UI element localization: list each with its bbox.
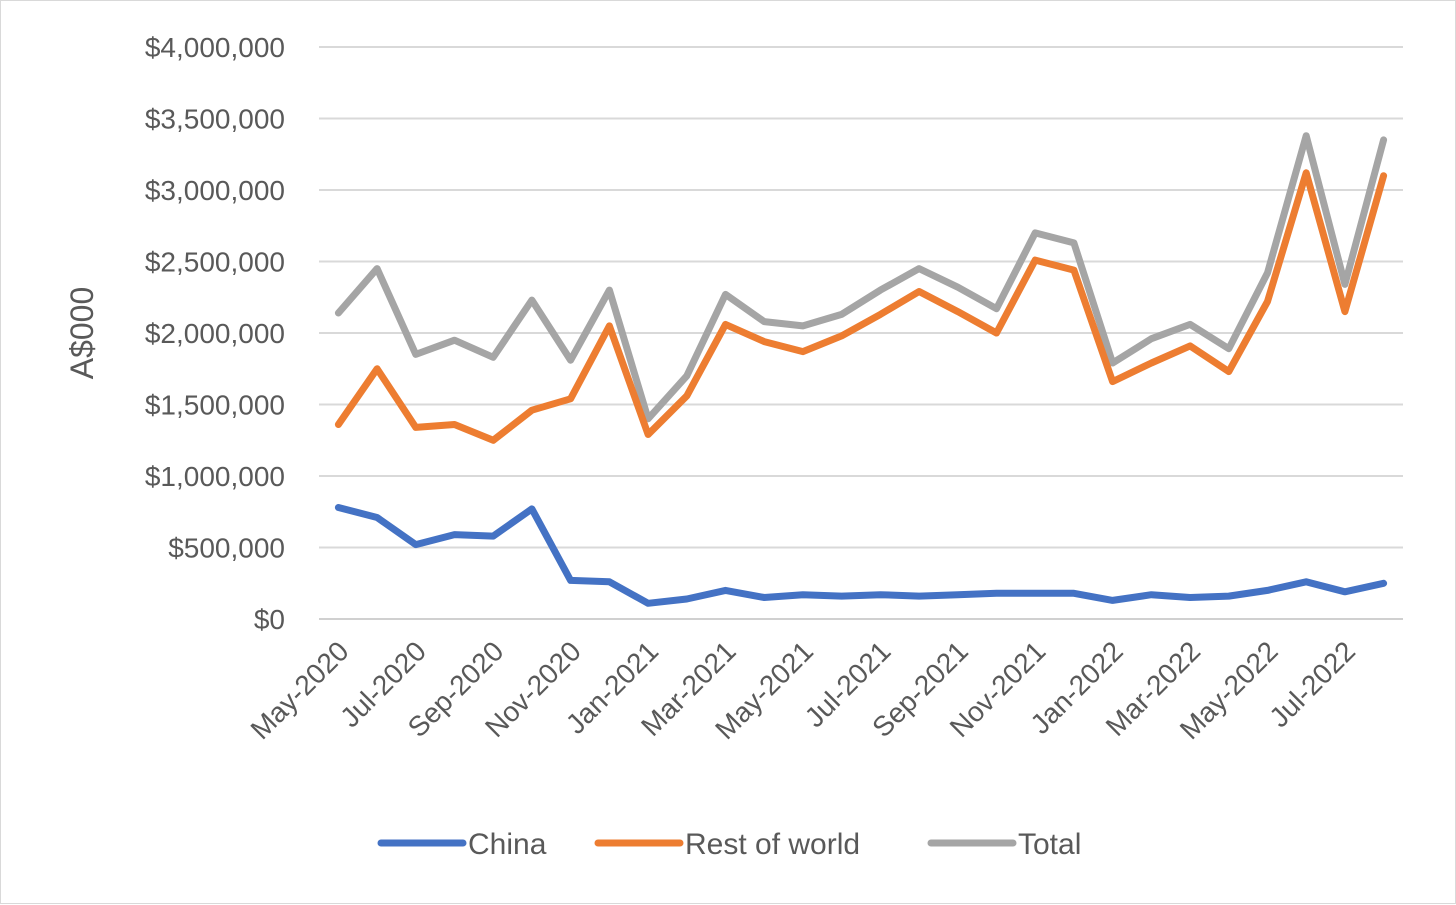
y-tick-label: $2,500,000 [145, 247, 285, 278]
series-line-rest-of-world [334, 169, 1388, 444]
x-axis-tick-labels: May-2020Jul-2020Sep-2020Nov-2020Jan-2021… [245, 635, 1362, 745]
y-tick-label: $4,000,000 [145, 32, 285, 63]
legend-label-rest-of-world: Rest of world [685, 828, 860, 861]
y-tick-label: $2,000,000 [145, 318, 285, 349]
y-tick-label: $3,000,000 [145, 175, 285, 206]
legend-label-china: China [468, 828, 547, 861]
legend: China Rest of world Total [377, 828, 1081, 861]
x-tick-label: Jul-2022 [1263, 635, 1361, 733]
y-axis-title: A$000 [64, 287, 100, 380]
y-tick-label: $3,500,000 [145, 104, 285, 135]
y-tick-label: $500,000 [168, 533, 285, 564]
series-lines [334, 132, 1388, 607]
series-line-china [334, 504, 1388, 607]
series-line-total [334, 132, 1388, 423]
gridlines [319, 46, 1403, 620]
y-tick-label: $0 [254, 604, 285, 635]
y-axis-tick-labels: $0 $500,000 $1,000,000 $1,500,000 $2,000,000… [145, 32, 285, 635]
x-tick-label: May-2020 [245, 635, 355, 745]
y-tick-label: $1,500,000 [145, 390, 285, 421]
legend-label-total: Total [1018, 828, 1081, 861]
y-tick-label: $1,000,000 [145, 461, 285, 492]
